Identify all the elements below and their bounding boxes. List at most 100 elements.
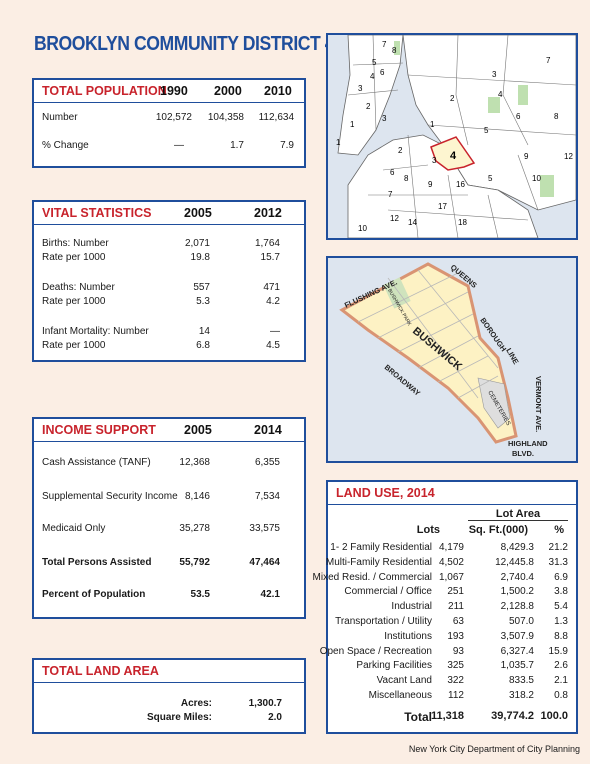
table-row: Parking Facilities 325 1,035.7 2.6 [328,660,576,674]
map-label: 3 [492,70,497,79]
cell-value: 2,071 [184,238,210,249]
table-row: Mixed Resid. / Commercial 1,067 2,740.4 6.9 [313,572,576,586]
vital-statistics-table: VITAL STATISTICS 2005 2012 Births: Numbe… [32,200,306,362]
table-row: Vacant Land 322 833.5 2.1 [328,675,576,689]
row-label: Births: Number [42,238,109,249]
cell-value: 1,300.7 [248,698,282,709]
row-label: Medicaid Only [42,523,106,534]
row-label: Supplemental Security Income [42,491,178,502]
table-row: Industrial 211 2,128.8 5.4 [328,601,576,615]
population-header: TOTAL POPULATION 1990 2000 2010 [34,80,304,103]
map-label: 2 [450,94,455,103]
borough-locator-map: 4 8 7 5 6 4 3 2 3 1 1 3 7 2 4 8 1 5 6 9 … [326,33,578,240]
row-label: Deaths: Number [42,282,115,293]
row-label: Institutions [384,630,432,642]
total-pct: 100.0 [540,710,568,722]
cell-value: 1,764 [254,238,280,249]
map-label: 4 [370,72,375,81]
street-label-highland: HIGHLAND [508,439,548,448]
cell-lots: 4,179 [438,542,464,553]
map-label: 17 [438,202,447,211]
cell-pct: 2.6 [554,660,568,672]
cell-value: 112,634 [258,112,294,123]
cell-value: 102,572 [155,112,192,123]
district-detail-map: FLUSHING AVE. QUEENS BUSHWICK PARK BUSHW… [326,256,578,463]
cell-value: 557 [193,282,210,293]
cell-value: 471 [263,282,280,293]
income-year-2014: 2014 [254,423,282,437]
map-label: 3 [358,84,363,93]
cell-value: 8,146 [184,491,210,502]
table-row: Transportation / Utility 63 507.0 1.3 [328,616,576,630]
population-year-2000: 2000 [214,84,242,98]
cell-sqft: 2,128.8 [500,601,534,613]
cell-value: 6,355 [254,457,280,468]
cell-value: — [270,326,280,337]
map-label: 6 [390,168,395,177]
map-label: 2 [366,102,371,111]
map-label: 5 [488,174,493,183]
cell-value: 55,792 [179,557,210,568]
map-label: 18 [458,218,467,227]
row-label: Parking Facilities [356,660,432,672]
map-label: 10 [358,224,367,233]
cell-pct: 2.1 [554,675,568,687]
map-label: 8 [404,174,409,183]
cell-pct: 1.3 [554,616,568,627]
total-label: Total [404,710,432,724]
cell-value: 19.8 [190,252,210,263]
cell-value: 4.2 [266,296,280,307]
table-row: Commercial / Office 251 1,500.2 3.8 [328,586,576,600]
cell-sqft: 833.5 [508,675,534,687]
land-use-heading: LAND USE, 2014 [336,486,435,500]
table-row: Institutions 193 3,507.9 8.8 [328,631,576,645]
table-row: Deaths: Number 557 471 [34,282,304,296]
population-year-2010: 2010 [264,84,292,98]
street-label-vermont: VERMONT AVE. [534,376,543,432]
table-row: Medicaid Only 35,278 33,575 [34,523,304,537]
table-row: % Change — 1.7 7.9 [34,140,304,154]
cell-value: 12,368 [179,457,210,468]
district-map-graphic: FLUSHING AVE. QUEENS BUSHWICK PARK BUSHW… [328,258,576,461]
row-label: Mixed Resid. / Commercial [312,571,432,583]
map-label: 7 [382,40,387,49]
row-label: Open Space / Recreation [319,645,432,657]
row-label: Square Miles: [146,712,212,723]
row-label: Multi-Family Residential [325,556,432,568]
cell-value: 2.0 [268,712,282,723]
cell-value: 53.5 [190,589,210,600]
row-label: Cash Assistance (TANF) [42,457,151,468]
table-row: Percent of Population 53.5 42.1 [34,589,304,603]
cell-pct: 3.8 [554,586,568,598]
row-label: Vacant Land [376,675,432,687]
map-label: 6 [380,68,385,77]
cell-lots: 93 [452,645,464,657]
cell-pct: 21.2 [548,542,568,553]
vital-header: VITAL STATISTICS 2005 2012 [34,202,304,225]
map-label: 9 [428,180,433,189]
cell-value: 15.7 [260,252,280,263]
map-label: 9 [524,152,529,161]
street-label-blvd: BLVD. [512,449,534,458]
page-title: BROOKLYN COMMUNITY DISTRICT 4 [34,33,335,55]
row-label: Miscellaneous [368,690,432,701]
population-table: TOTAL POPULATION 1990 2000 2010 Number 1… [32,78,306,168]
cell-pct: 0.8 [554,690,568,701]
col-lots: Lots [416,524,440,536]
table-row: 1- 2 Family Residential 4,179 8,429.3 21.2 [328,542,576,556]
cell-value: 4.5 [266,340,280,351]
cell-pct: 5.4 [554,601,568,613]
map-label: 1 [430,120,435,129]
cell-lots: 193 [447,630,464,642]
total-lots: 11,318 [430,710,464,722]
cell-value: 7.9 [280,140,294,151]
cell-value: 47,464 [249,557,280,568]
cell-sqft: 507.0 [508,616,534,627]
table-row: Square Miles: 2.0 [34,712,304,726]
cell-value: 42.1 [260,589,280,600]
cell-sqft: 1,035.7 [500,660,534,672]
vital-year-2005: 2005 [184,206,212,220]
cell-lots: 211 [448,601,464,613]
table-row: Supplemental Security Income 8,146 7,534 [34,491,304,505]
income-heading: INCOME SUPPORT [42,423,156,437]
